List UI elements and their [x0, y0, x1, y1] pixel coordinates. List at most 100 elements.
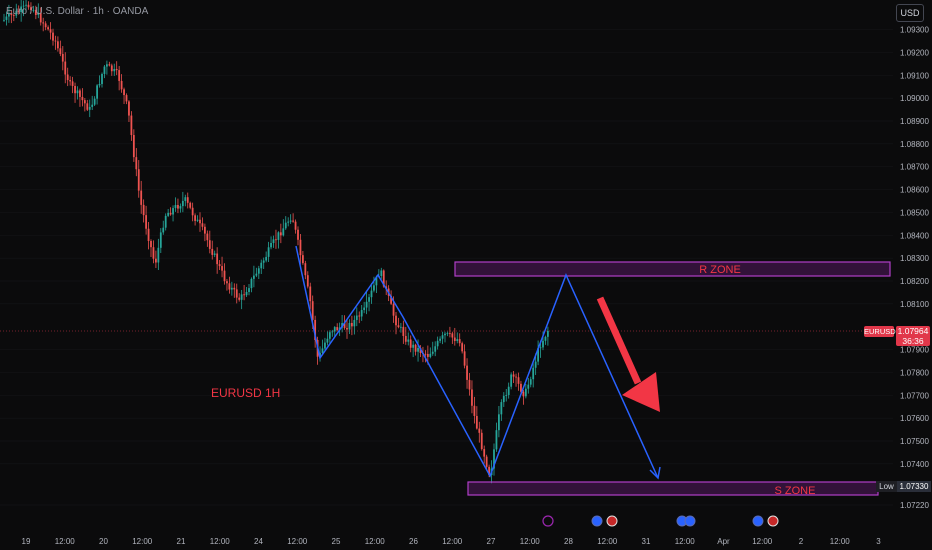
candlestick-series — [3, 0, 549, 484]
y-axis[interactable]: 1.09300 1.09200 1.09100 1.09000 1.08900 1.088… — [900, 26, 929, 510]
y-tick-label: 1.08900 — [900, 117, 929, 126]
r-zone-box[interactable] — [454, 261, 891, 277]
x-tick-label: 21 — [177, 537, 186, 546]
candle-body — [429, 353, 432, 357]
candle-body — [155, 258, 157, 263]
candle-body — [480, 432, 483, 450]
low-label: Low — [876, 481, 897, 492]
symbol-tag: EURUSD — [864, 326, 896, 337]
currency-button[interactable]: USD — [896, 4, 924, 22]
y-tick-label: 1.09300 — [900, 26, 929, 35]
candle-body — [169, 212, 172, 215]
candle-body — [66, 74, 69, 81]
candle-body — [404, 335, 407, 342]
candle-body — [54, 40, 57, 42]
x-tick-label: 12:00 — [442, 537, 463, 546]
candle-body — [400, 326, 402, 328]
candle-body — [409, 339, 412, 348]
candle-body — [25, 4, 27, 6]
candle-body — [206, 233, 209, 241]
candle-body — [248, 288, 250, 292]
candle-body — [96, 85, 98, 99]
candle-body — [544, 336, 547, 341]
candle-body — [510, 374, 513, 387]
candle-body — [527, 384, 530, 389]
candle-body — [483, 449, 486, 457]
candle-body — [223, 270, 226, 282]
candle-body — [302, 255, 304, 264]
y-tick-label: 1.07800 — [900, 368, 929, 377]
candle-body — [181, 200, 184, 207]
candle-body — [390, 295, 392, 304]
candle-body — [375, 276, 378, 286]
candle-body — [537, 348, 539, 362]
x-tick-label: 19 — [22, 537, 31, 546]
candle-body — [287, 221, 290, 223]
candle-body — [520, 383, 522, 392]
candle-body — [74, 85, 76, 94]
candle-body — [466, 365, 468, 380]
candle-body — [137, 169, 140, 191]
y-tick-label: 1.07700 — [900, 391, 929, 400]
candle-body — [517, 377, 520, 384]
candle-body — [463, 351, 466, 366]
candle-body — [272, 239, 275, 244]
x-axis[interactable]: 19 12:00 20 12:00 21 12:00 24 12:00 25 12:00 26 12:… — [22, 537, 882, 546]
event-icons — [542, 515, 779, 527]
candle-body — [373, 285, 375, 291]
candle-body — [365, 301, 368, 308]
candle-body — [228, 283, 231, 290]
candle-body — [282, 228, 285, 236]
current-price-value: 1.07964 — [897, 326, 929, 336]
candle-body — [69, 80, 72, 82]
candle-body — [424, 353, 427, 355]
candle-body — [380, 270, 383, 277]
candle-body — [502, 395, 505, 403]
pattern-path[interactable] — [295, 245, 659, 479]
candle-body — [243, 294, 245, 296]
candle-body — [495, 430, 498, 450]
candle-body — [456, 339, 459, 341]
r-zone-label: R ZONE — [699, 264, 741, 276]
x-tick-label: 25 — [332, 537, 341, 546]
candle-body — [292, 220, 294, 222]
candle-body — [270, 243, 272, 248]
candle-body — [529, 379, 532, 385]
candle-body — [485, 456, 488, 467]
candle-body — [30, 7, 32, 11]
candle-body — [547, 330, 549, 337]
candle-body — [314, 319, 317, 341]
candle-body — [83, 100, 86, 104]
candle-body — [358, 315, 361, 317]
s-zone-box[interactable] — [467, 481, 879, 496]
y-tick-label: 1.08300 — [900, 254, 929, 263]
candle-body — [402, 326, 405, 336]
candle-body — [101, 73, 103, 84]
candle-body — [417, 347, 419, 352]
candle-body — [216, 253, 219, 265]
candle-body — [93, 98, 96, 105]
candle-body — [125, 95, 128, 102]
candle-body — [57, 41, 59, 49]
candle-body — [306, 275, 309, 287]
candle-body — [110, 65, 113, 72]
candle-body — [233, 287, 236, 290]
candle-body — [20, 6, 23, 13]
x-tick-label: 12:00 — [55, 537, 76, 546]
candle-body — [189, 202, 192, 208]
candle-body — [132, 135, 135, 158]
x-tick-label: 26 — [409, 537, 418, 546]
candle-body — [194, 215, 196, 221]
forecast-arrow[interactable] — [596, 296, 660, 412]
candle-body — [86, 103, 89, 110]
candle-body — [123, 89, 125, 96]
candle-body — [260, 262, 263, 269]
candle-body — [98, 83, 101, 86]
candle-body — [34, 9, 37, 15]
candle-body — [49, 29, 52, 33]
candle-body — [199, 219, 201, 224]
candle-body — [8, 13, 10, 17]
candle-body — [91, 104, 94, 107]
candle-body — [478, 428, 481, 433]
